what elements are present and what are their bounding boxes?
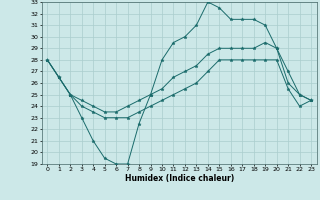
X-axis label: Humidex (Indice chaleur): Humidex (Indice chaleur) <box>124 174 234 183</box>
